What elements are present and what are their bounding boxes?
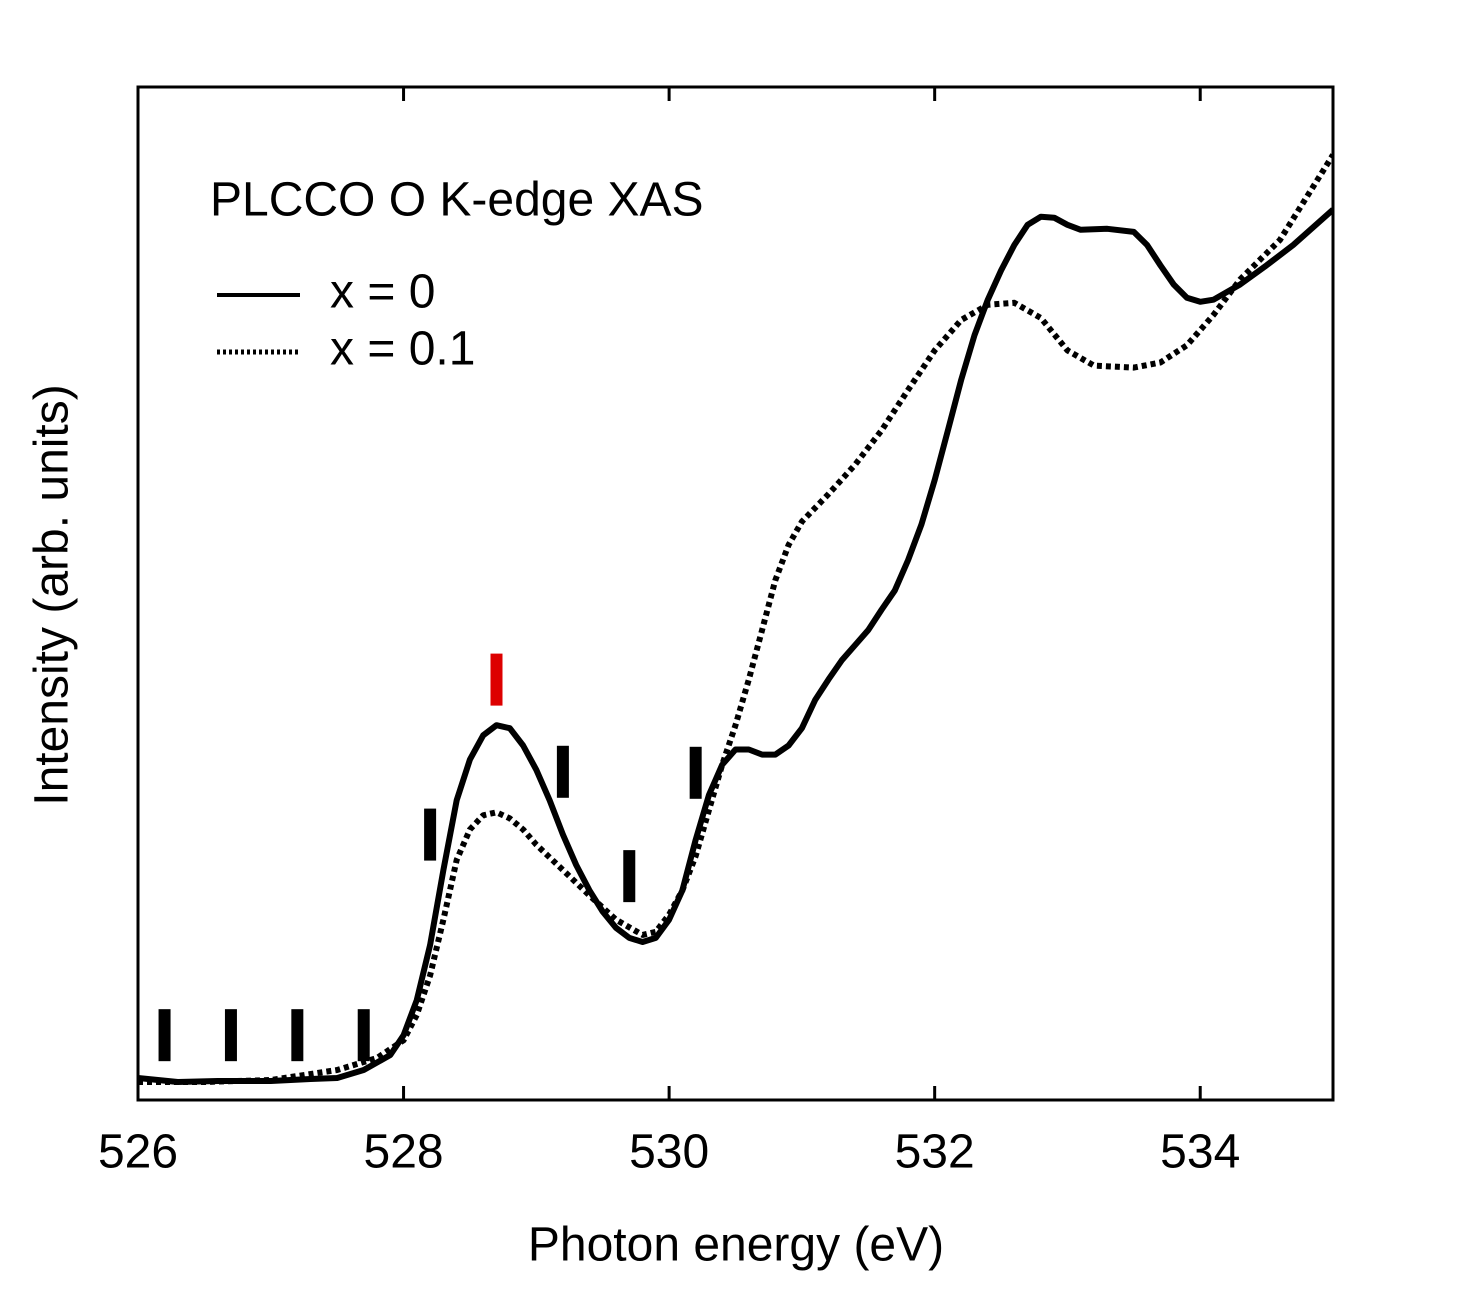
marker — [490, 653, 503, 706]
x-tick-label: 534 — [1160, 1126, 1240, 1179]
marker — [556, 745, 569, 798]
y-axis-label: Intensity (arb. units) — [26, 384, 79, 806]
chart-title: PLCCO O K-edge XAS — [210, 174, 704, 227]
legend-label: x = 0 — [330, 266, 435, 319]
marker — [623, 850, 636, 903]
marker — [158, 1009, 171, 1062]
marker — [689, 746, 702, 799]
x-tick-label: 532 — [895, 1126, 975, 1179]
data-line — [138, 153, 1333, 1085]
legend-label: x = 0.1 — [330, 323, 475, 376]
data-line — [138, 207, 1333, 1085]
x-axis-label: Photon energy (eV) — [528, 1219, 944, 1272]
marker — [291, 1009, 304, 1062]
marker — [424, 808, 437, 861]
marker — [357, 1009, 370, 1062]
plot-frame — [136, 85, 1335, 1102]
x-tick-label: 528 — [364, 1126, 444, 1179]
x-tick-label: 526 — [98, 1126, 178, 1179]
x-tick-label: 530 — [629, 1126, 709, 1179]
marker — [224, 1009, 237, 1062]
